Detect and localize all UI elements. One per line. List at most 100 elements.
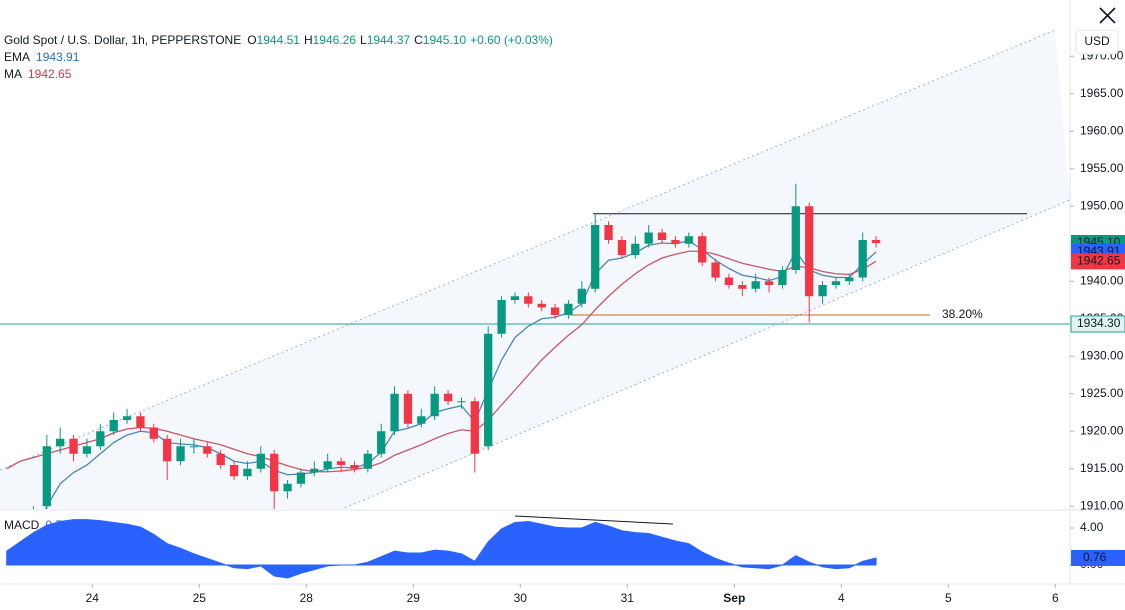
candle-body: [858, 240, 867, 278]
ohlc-value: 1944.51: [257, 33, 301, 47]
drawings: [0, 29, 1070, 509]
macd-name: MACD: [4, 518, 40, 532]
candle-body: [698, 236, 707, 263]
candle-body: [577, 288, 586, 304]
macd-tag-box: [1071, 549, 1125, 566]
ma-name: MA: [4, 67, 22, 81]
y-tick-label: 1955.00: [1080, 161, 1124, 175]
candle-body: [310, 468, 319, 473]
candle-body: [109, 420, 118, 432]
candle-body: [69, 438, 78, 454]
ohlc-key: L: [360, 33, 367, 47]
channel-upper: [0, 29, 1056, 471]
candle-body: [136, 416, 145, 428]
candle-body: [216, 453, 225, 465]
x-tick-label: 24: [86, 591, 100, 605]
close-icon[interactable]: [1099, 7, 1116, 24]
fib-label: 38.20%: [942, 307, 983, 321]
candle-body: [203, 446, 212, 454]
candle-body: [751, 281, 760, 289]
hline-price-box: [1070, 315, 1125, 333]
candle-body: [403, 393, 413, 424]
candle-body: [497, 300, 506, 334]
legend-ma: MA 1942.65: [4, 67, 72, 81]
currency-label[interactable]: USD: [1084, 34, 1110, 48]
x-tick-label: 28: [300, 591, 314, 605]
candle-body: [470, 401, 479, 454]
close-button[interactable]: [1099, 7, 1116, 24]
x-tick-label: 4: [838, 591, 845, 605]
x-tick-label: 29: [407, 591, 421, 605]
y-tick-label: 1930.00: [1080, 348, 1124, 362]
candle-body: [82, 446, 92, 454]
candle-body: [149, 427, 158, 439]
candle-body: [657, 232, 667, 240]
candle-body: [778, 270, 787, 285]
y-tick-label: 1925.00: [1080, 386, 1124, 400]
candle-body: [764, 281, 774, 285]
candle-body: [270, 453, 279, 492]
candle-body: [831, 281, 841, 285]
x-tick-label: 6: [1052, 591, 1059, 605]
x-tick-label: 5: [945, 591, 952, 605]
candle-body: [738, 285, 747, 289]
candle-body: [524, 296, 533, 304]
y-tick-label: 1950.00: [1080, 198, 1124, 212]
candle-body: [871, 240, 881, 243]
y-tick-label: 1940.00: [1080, 273, 1124, 287]
candle-body: [377, 431, 386, 454]
ohlc-value: 1946.26: [313, 33, 357, 47]
candle-body: [791, 206, 800, 270]
y-tick-label: 1910.00: [1080, 498, 1124, 512]
candle-body: [163, 438, 172, 462]
candle-body: [711, 262, 720, 278]
candle-body: [323, 461, 332, 469]
candle-body: [122, 416, 132, 420]
currency-button[interactable]: [1075, 29, 1119, 55]
candle-body: [443, 393, 453, 402]
candle-body: [684, 236, 693, 244]
ma-price-text: 1942.65: [1077, 254, 1121, 268]
ohlc-key: C: [414, 33, 423, 47]
ohlc-value: 1944.37: [367, 33, 411, 47]
candle-body: [229, 465, 239, 477]
candle-body: [510, 296, 520, 300]
symbol-title: Gold Spot / U.S. Dollar, 1h, PEPPERSTONE: [4, 33, 241, 47]
ema-value: 1943.91: [36, 50, 80, 64]
macd-area: [6, 519, 877, 579]
x-tick-label: 25: [193, 591, 207, 605]
x-tick-label: 30: [514, 591, 528, 605]
candle-body: [564, 303, 573, 315]
candle-body: [617, 240, 627, 255]
candle-body: [805, 206, 814, 297]
macd-value: 0.76: [45, 518, 69, 532]
price-pane: 38.20%: [0, 183, 1070, 509]
change: +0.60 (+0.03%): [470, 33, 553, 47]
ohlc-key: H: [304, 33, 313, 47]
ma-value: 1942.65: [28, 67, 72, 81]
ohlc-key: O: [247, 33, 256, 47]
candle-body: [350, 465, 359, 469]
candle-body: [430, 393, 439, 417]
hline-price-text: 1934.30: [1077, 316, 1121, 330]
candle-body: [457, 401, 466, 403]
candle-body: [390, 393, 399, 432]
candle-body: [537, 303, 546, 308]
candle-body: [724, 277, 734, 285]
divergence-line: [514, 515, 674, 525]
candle-body: [550, 307, 560, 315]
candle-body: [56, 438, 65, 447]
macd-y-tick-label: 4.00: [1080, 520, 1104, 534]
candle-body: [42, 446, 51, 507]
candle-body: [176, 446, 185, 462]
candle-body: [296, 472, 306, 484]
y-tick-label: 1915.00: [1080, 461, 1124, 475]
y-tick-label: 1965.00: [1080, 86, 1124, 100]
candle-body: [283, 483, 292, 492]
channel-lower: [341, 199, 1070, 509]
candle-body: [256, 453, 265, 469]
candle-body: [818, 285, 827, 297]
candle-body: [417, 416, 426, 424]
macd-tag-text: 0.76: [1083, 550, 1107, 564]
